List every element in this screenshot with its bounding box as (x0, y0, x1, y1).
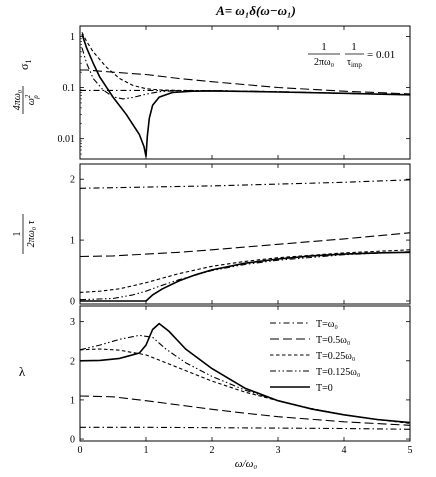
x-tick-label: 3 (276, 445, 281, 456)
series-line-tau (79, 179, 411, 189)
y-tick-label: 0 (70, 296, 75, 307)
series-line-tau (80, 251, 411, 302)
series-line-lambda (79, 334, 411, 424)
series-line-lambda (80, 426, 411, 430)
x-tick-label: 0 (78, 445, 83, 456)
ylabel-sigma-sub: p (32, 95, 40, 100)
ylabel-tau-numer: 1 (12, 232, 23, 237)
ylabel-sigma-letter-sub: 1 (24, 60, 33, 64)
relaxation-annotation: 1 2πω₀ 1 τimp = 0.01 (308, 41, 395, 69)
ylabel-sigma-omega: ω (26, 98, 37, 105)
y-tick-label: 1 (70, 32, 75, 43)
series-line-tau (79, 249, 411, 293)
ylabel-sigma-sup: 2 (24, 94, 32, 98)
series-line-sigma (80, 69, 411, 95)
series-line-tau (79, 251, 411, 301)
chart-legend: T=ω₀ T=0.5ω₀ T=0.25ω₀ T=0.125ω₀ T=0 (270, 319, 361, 394)
chart-series (79, 32, 411, 430)
legend-label: T=0 (316, 383, 333, 394)
series-line-sigma (80, 89, 411, 96)
y-tick-label: 0.1 (63, 83, 76, 94)
annotation-tau-sub: imp (351, 61, 362, 69)
ylabel-sigma-symbol: σ1 (17, 60, 33, 70)
series-line-lambda (79, 395, 411, 426)
ylabel-lambda: λ (19, 364, 26, 379)
y-tick-label: 3 (70, 317, 75, 328)
annotation-tau: τ (347, 57, 351, 68)
y-tick-label: 1 (70, 236, 75, 247)
ylabel-sigma-denom: ω2p (24, 94, 40, 105)
legend-label: T=0.5ω₀ (316, 335, 351, 346)
annotation-denom-left: 2πω₀ (314, 57, 335, 68)
series-line-lambda (79, 348, 411, 424)
ylabel-tau: 1 2πω₀ τ (12, 214, 37, 254)
panel-sigma-frame (79, 25, 411, 160)
ylabel-sigma-letter: σ (17, 63, 31, 70)
chart-title: A= ω₁δ(ω−ω₁) (215, 3, 296, 18)
series-line-sigma (81, 34, 411, 158)
series-line-lambda (79, 322, 411, 424)
x-axis-label: ω/ω₀ (235, 458, 258, 470)
ylabel-sigma-numer: 4πω₀ (12, 89, 23, 110)
y-tick-label: 2 (70, 356, 75, 367)
panel-lambda-frame (79, 305, 411, 442)
y-tick-label: 1 (70, 395, 75, 406)
x-tick-label: 2 (210, 445, 215, 456)
legend-label: T=0.25ω₀ (316, 351, 356, 362)
x-tick-label: 5 (408, 445, 413, 456)
x-tick-label: 4 (342, 445, 347, 456)
legend-label: T=ω₀ (316, 319, 338, 330)
y-tick-label: 2 (70, 175, 75, 186)
annotation-numer-right: 1 (351, 41, 357, 53)
ylabel-tau-denom: 2πω₀ τ (26, 220, 37, 247)
y-tick-label: 0 (70, 435, 75, 446)
series-line-tau (79, 232, 411, 258)
legend-label: T=0.125ω₀ (316, 367, 361, 378)
x-tick-label: 1 (144, 445, 149, 456)
axis-ticks: 1 0.1 0.01 0 1 2 0 1 2 3 0 1 2 3 4 5 (58, 26, 413, 456)
annotation-denom-right: τimp (347, 57, 362, 69)
panel-tau-frame (79, 163, 411, 305)
annotation-equals: = 0.01 (367, 49, 395, 61)
y-tick-label: 0.01 (58, 134, 76, 145)
annotation-numer-left: 1 (321, 41, 327, 53)
ylabel-sigma: 4πω₀ ω2p σ1 (12, 60, 40, 114)
